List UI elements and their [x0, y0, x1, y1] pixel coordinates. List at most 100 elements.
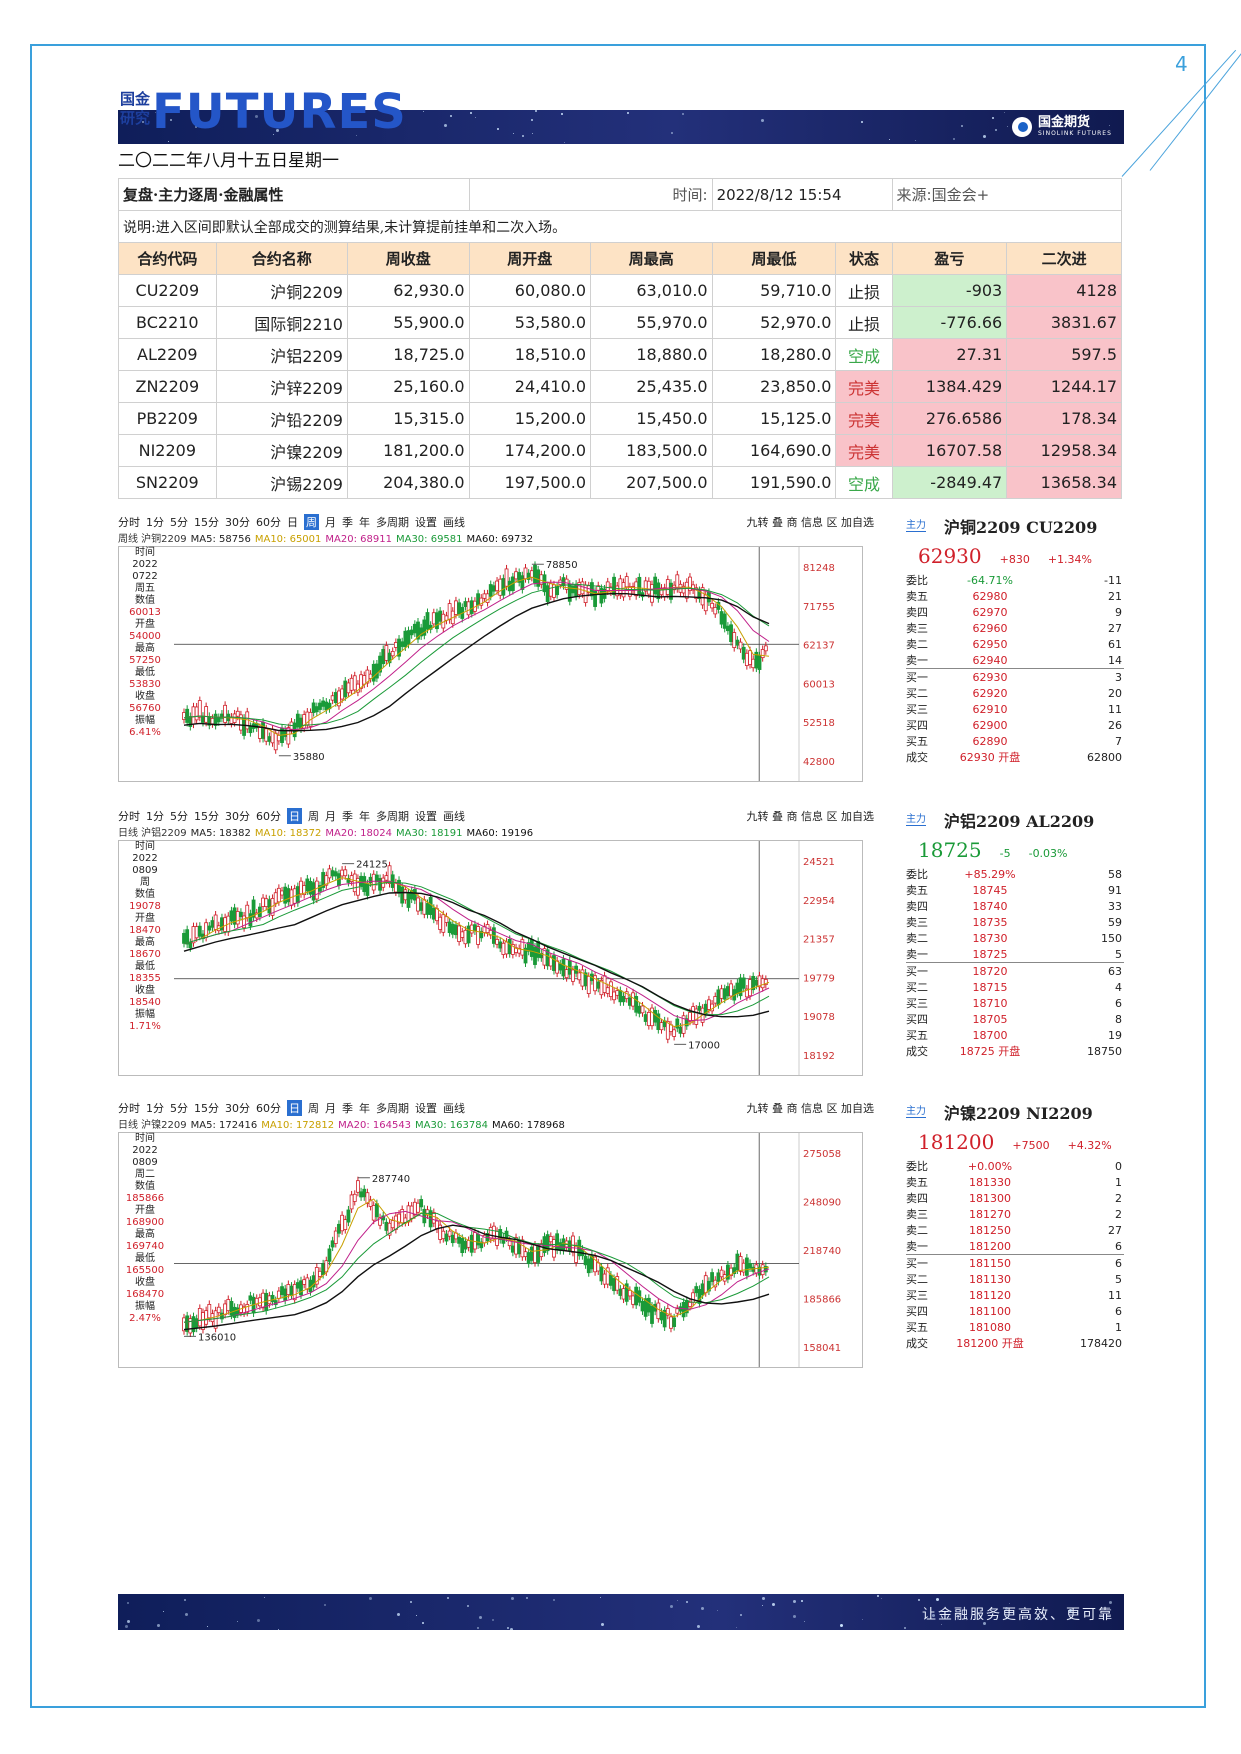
- candle: [672, 1317, 677, 1327]
- period-tab[interactable]: 15分: [194, 810, 219, 823]
- main-contract-tag: 主力: [906, 1102, 926, 1118]
- period-tab[interactable]: 分时: [118, 1102, 140, 1115]
- period-tab[interactable]: 画线: [443, 1102, 465, 1115]
- candle: [321, 700, 326, 707]
- period-tab[interactable]: 日: [287, 808, 302, 824]
- chart-tools[interactable]: 九转 叠 商 信息 区 加自选: [746, 810, 874, 823]
- candle: [691, 1006, 696, 1022]
- period-tab[interactable]: 季: [342, 810, 353, 823]
- period-tab[interactable]: 季: [342, 1102, 353, 1115]
- candle: [558, 963, 563, 971]
- book-label: 买五: [906, 1321, 928, 1334]
- period-tab[interactable]: 60分: [256, 516, 281, 529]
- candle: [400, 886, 405, 904]
- crosshair-value: 2022: [132, 1145, 158, 1156]
- book-label: 买二: [906, 981, 928, 994]
- period-tab[interactable]: 设置: [415, 1102, 437, 1115]
- candle: [555, 1233, 560, 1251]
- candle: [463, 601, 468, 607]
- y-axis-label: 24521: [803, 857, 835, 868]
- period-tab[interactable]: 周: [308, 810, 319, 823]
- period-tab[interactable]: 周: [308, 1102, 319, 1115]
- column-header: 周最低: [711, 242, 837, 275]
- period-tab[interactable]: 年: [359, 1102, 370, 1115]
- candlestick-chart[interactable]: 24521 22954 21357 19779 19078 18192 24125 17000…: [118, 840, 863, 1076]
- period-tab[interactable]: 5分: [170, 1102, 188, 1115]
- banner-star: [168, 141, 169, 142]
- period-tab[interactable]: 季: [342, 516, 353, 529]
- y-axis-label: 60013: [803, 679, 835, 690]
- candle: [362, 675, 367, 685]
- crosshair-value: 57250: [129, 655, 161, 666]
- order-book-row: 买四 181100 6: [906, 1303, 1124, 1319]
- period-tab[interactable]: 30分: [225, 1102, 250, 1115]
- period-tab[interactable]: 1分: [146, 516, 164, 529]
- period-tab[interactable]: 5分: [170, 516, 188, 529]
- candlestick-chart[interactable]: 81248 71755 62137 60013 52518 42800 78850 35880…: [118, 546, 863, 782]
- period-tab[interactable]: 分时: [118, 516, 140, 529]
- chart-tools[interactable]: 九转 叠 商 信息 区 加自选: [746, 516, 874, 529]
- candle: [397, 638, 401, 657]
- period-tab[interactable]: 30分: [225, 810, 250, 823]
- footer-slogan: 让金融服务更高效、更可靠: [922, 1607, 1114, 1623]
- period-tab[interactable]: 1分: [146, 810, 164, 823]
- period-tab[interactable]: 年: [359, 810, 370, 823]
- period-tab[interactable]: 画线: [443, 810, 465, 823]
- period-tab[interactable]: 60分: [256, 1102, 281, 1115]
- period-tab[interactable]: 画线: [443, 516, 465, 529]
- period-tab[interactable]: 15分: [194, 1102, 219, 1115]
- period-tab[interactable]: 周: [304, 514, 319, 530]
- banner-star: [155, 112, 156, 113]
- crosshair-info: 时间 2022 0809 周二 数值 185866 开盘 168900 最高 169740 最低 16…: [119, 1133, 171, 1325]
- period-tab[interactable]: 5分: [170, 810, 188, 823]
- candle: [482, 593, 487, 599]
- cell-close: 181,200.0: [346, 434, 470, 467]
- period-tab[interactable]: 多周期: [376, 516, 409, 529]
- candle: [197, 925, 202, 937]
- period-tab[interactable]: 多周期: [376, 1102, 409, 1115]
- period-tab[interactable]: 分时: [118, 810, 140, 823]
- period-tab[interactable]: 设置: [415, 516, 437, 529]
- period-tab[interactable]: 日: [287, 1100, 302, 1116]
- candle: [561, 1238, 566, 1252]
- period-tab[interactable]: 设置: [415, 810, 437, 823]
- cell-open: 24,410.0: [468, 370, 592, 403]
- period-tab[interactable]: 年: [359, 516, 370, 529]
- book-label: 买三: [906, 703, 928, 716]
- period-tab[interactable]: 1分: [146, 1102, 164, 1115]
- period-tab[interactable]: 月: [325, 516, 336, 529]
- ma-prefix: 日线 沪铝2209: [118, 828, 187, 839]
- order-book-row: 买二 181130 5: [906, 1271, 1124, 1287]
- banner-star: [416, 1615, 417, 1616]
- book-label: 买二: [906, 687, 928, 700]
- period-tab[interactable]: 月: [325, 1102, 336, 1115]
- candle: [248, 1295, 253, 1301]
- cell-status: 完美: [835, 434, 893, 467]
- candle: [498, 1229, 503, 1240]
- period-tab[interactable]: 日: [287, 516, 298, 529]
- candle: [210, 920, 215, 928]
- candle: [536, 1246, 541, 1263]
- candle: [374, 874, 379, 883]
- candle: [321, 1263, 326, 1275]
- book-price: 62930 开盘: [959, 751, 1021, 764]
- book-price: 18730: [972, 931, 1008, 945]
- period-tab[interactable]: 多周期: [376, 810, 409, 823]
- candlestick-chart[interactable]: 275058 248090 218740 185866 158041 287740 1360…: [118, 1132, 863, 1368]
- period-tab[interactable]: 60分: [256, 810, 281, 823]
- book-label: 卖三: [906, 1208, 928, 1221]
- period-tab[interactable]: 30分: [225, 516, 250, 529]
- candle: [454, 600, 458, 615]
- candle: [393, 642, 398, 648]
- crosshair-value: 收盘: [135, 1277, 155, 1288]
- period-tab[interactable]: 月: [325, 810, 336, 823]
- chart-tools[interactable]: 九转 叠 商 信息 区 加自选: [746, 1102, 874, 1115]
- candle: [618, 990, 623, 1003]
- book-price: 62970: [972, 605, 1008, 619]
- period-tab[interactable]: 15分: [194, 516, 219, 529]
- banner-star: [686, 1601, 688, 1603]
- book-price: 181270: [969, 1207, 1011, 1221]
- banner-star: [470, 112, 472, 114]
- book-price: +85.29%: [964, 867, 1016, 881]
- cell-low: 18,280.0: [711, 338, 837, 371]
